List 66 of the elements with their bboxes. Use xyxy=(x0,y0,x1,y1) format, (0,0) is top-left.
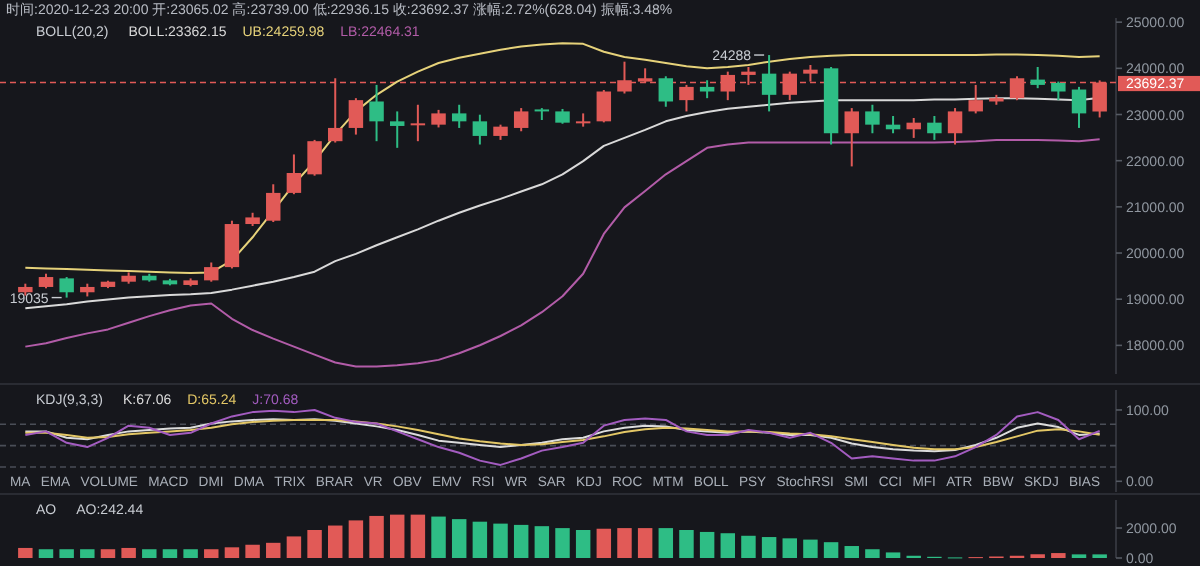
bar xyxy=(224,547,240,558)
candlestick xyxy=(865,103,880,135)
candlestick xyxy=(927,115,942,141)
candlestick xyxy=(1051,80,1066,102)
bar xyxy=(803,539,818,558)
bar xyxy=(575,530,591,558)
bar xyxy=(637,528,653,558)
bar xyxy=(328,525,343,558)
bar xyxy=(348,520,364,558)
candlestick xyxy=(286,153,302,196)
candlestick xyxy=(513,107,529,133)
bar xyxy=(555,528,570,558)
bar xyxy=(451,519,467,558)
bar xyxy=(658,528,674,558)
bar xyxy=(885,552,901,558)
bar xyxy=(761,537,777,558)
candlestick xyxy=(658,75,674,108)
bar xyxy=(142,549,157,558)
bar xyxy=(307,530,322,558)
bar xyxy=(844,546,859,558)
candlestick xyxy=(844,107,859,168)
bar xyxy=(389,514,405,558)
candlestick xyxy=(266,183,281,224)
candlestick xyxy=(224,219,240,270)
bar xyxy=(38,549,54,558)
bar xyxy=(431,516,446,558)
bar xyxy=(699,531,715,558)
bar xyxy=(741,535,756,558)
bar xyxy=(596,528,612,558)
bar xyxy=(183,549,198,558)
candlestick xyxy=(472,113,488,146)
candlestick xyxy=(451,103,467,129)
bar xyxy=(18,547,33,558)
bar xyxy=(679,530,694,558)
bar xyxy=(513,524,529,558)
candlestick xyxy=(348,97,364,136)
candlestick xyxy=(204,261,219,283)
bar xyxy=(162,549,178,558)
bar xyxy=(100,549,116,558)
bar xyxy=(493,523,508,558)
bar xyxy=(720,533,736,558)
bar xyxy=(245,544,260,558)
bar xyxy=(782,538,797,558)
candlestick xyxy=(596,89,612,124)
bar xyxy=(286,536,302,558)
bar xyxy=(823,542,839,558)
bar xyxy=(534,526,550,558)
candlestick xyxy=(389,110,405,149)
bar xyxy=(204,549,219,558)
bar xyxy=(80,549,95,558)
candlestick xyxy=(369,83,384,143)
bar xyxy=(472,521,488,558)
bar xyxy=(121,547,136,558)
candlestick xyxy=(307,138,322,177)
candlestick xyxy=(1030,65,1045,90)
bar xyxy=(369,515,384,558)
bar xyxy=(410,514,426,558)
candlestick xyxy=(1071,85,1087,129)
candlestick xyxy=(947,107,963,146)
bar xyxy=(865,549,880,558)
line-series xyxy=(24,408,1101,466)
candlestick xyxy=(906,117,921,139)
bar xyxy=(617,528,632,558)
candlestick xyxy=(410,103,426,143)
bar xyxy=(266,542,281,558)
bar xyxy=(59,549,74,558)
